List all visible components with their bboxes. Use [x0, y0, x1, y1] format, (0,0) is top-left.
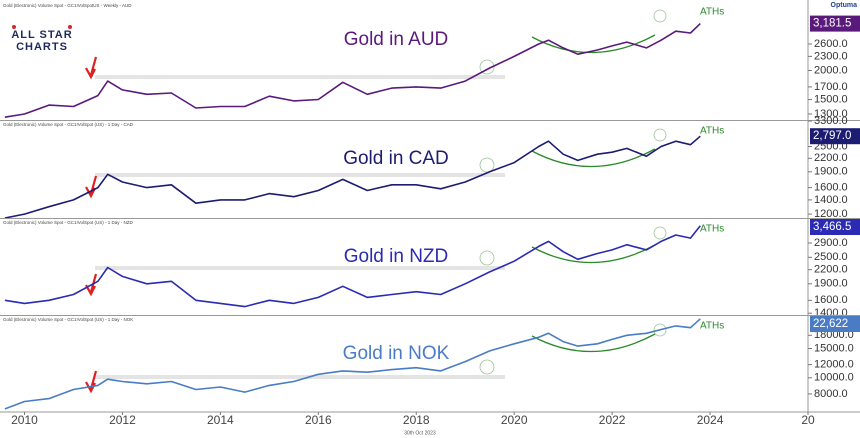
y-tick-label: 12000.0 [814, 359, 854, 371]
breakout-circle [479, 359, 495, 375]
annotation: ATHs [700, 7, 724, 18]
consolidation-band [95, 173, 505, 177]
y-tick-label: 2900.0 [814, 237, 848, 249]
panel-title: Gold in AUD [344, 29, 449, 50]
last-value-label: 22,622 [813, 318, 848, 330]
footer: 30th Oct 2023 [404, 430, 436, 436]
annotation: ATHs [700, 321, 724, 332]
panel-title: Gold in CAD [343, 148, 449, 169]
y-tick-label: 1400.0 [814, 194, 848, 206]
panel-header: Gold (Electronic) Volume Spot - GC1!VolS… [3, 122, 134, 127]
breakout-circle [479, 59, 495, 75]
last-value-box [810, 219, 860, 235]
y-tick-label: 2500.0 [814, 251, 848, 263]
y-tick-label: 1200.0 [814, 208, 848, 220]
breakout-circle [653, 323, 667, 337]
panel-header: Gold (Electronic) Volume Spot - GC1!VolS… [3, 317, 133, 322]
last-value-box [810, 316, 860, 332]
breakout-circle [653, 9, 667, 23]
breakout-circle [653, 226, 667, 240]
consolidation-band [95, 75, 505, 79]
logo-line: CHARTS [16, 41, 68, 53]
breakout-circle [479, 157, 495, 173]
last-value-box [810, 128, 860, 145]
y-tick-label: 2600.0 [814, 38, 848, 50]
x-tick-label: 2016 [305, 413, 332, 427]
price-line [4, 23, 701, 118]
last-value-label: 2,797.0 [813, 130, 851, 142]
brand: Optuma [831, 2, 858, 9]
breakout-circle [479, 250, 495, 266]
y-tick-label: 8000.0 [814, 388, 848, 400]
price-line [4, 318, 701, 410]
logo: ALL STAR CHARTS [11, 25, 72, 53]
x-tick-label: 20 [801, 413, 815, 427]
y-tick-label: 1300.0 [814, 108, 848, 120]
y-tick-label: 1900.0 [814, 166, 848, 178]
consolidation-band [95, 266, 505, 270]
y-tick-label: 2000.0 [814, 64, 848, 76]
y-tick-label: 2300.0 [814, 50, 848, 62]
y-tick-label: 1600.0 [814, 182, 848, 194]
panel-title: Gold in NZD [344, 246, 449, 267]
annotation: ATHs [700, 126, 724, 137]
trend-arc [531, 333, 656, 353]
breakout-circle [653, 128, 667, 142]
consolidation-band [95, 375, 505, 379]
x-tick-label: 2022 [599, 413, 626, 427]
y-tick-label: 1700.0 [814, 81, 848, 93]
y-tick-label: 15000.0 [814, 342, 854, 354]
logo-star [12, 25, 16, 29]
y-tick-label: 1500.0 [814, 93, 848, 105]
y-tick-label: 18000.0 [814, 329, 854, 341]
y-tick-label: 1600.0 [814, 294, 848, 306]
last-value-label: 3,466.5 [813, 221, 851, 233]
last-value-label: 3,181.5 [813, 18, 851, 30]
last-value-box [810, 15, 860, 32]
y-tick-label: 10000.0 [814, 372, 854, 384]
annotation: ATHs [700, 224, 724, 235]
trend-arc [531, 148, 656, 168]
y-tick-label: 1900.0 [814, 278, 848, 290]
x-tick-label: 2018 [403, 413, 430, 427]
trend-arc [531, 244, 656, 264]
x-tick-label: 2024 [697, 413, 724, 427]
panel-title: Gold in NOK [343, 343, 450, 364]
price-line [4, 225, 701, 308]
y-tick-label: 2200.0 [814, 264, 848, 276]
trend-arc [531, 34, 656, 54]
x-tick-label: 2014 [207, 413, 234, 427]
price-line [4, 135, 701, 218]
arrow [85, 56, 98, 80]
panel-header: Gold (Electronic) Volume Spot - GC1!VolS… [3, 3, 132, 8]
y-tick-label: 3300.0 [814, 115, 848, 127]
x-tick-label: 2020 [501, 413, 528, 427]
x-tick-label: 2010 [11, 413, 38, 427]
panel-header: Gold (Electronic) Volume Spot - GC1!VolS… [3, 220, 134, 225]
x-tick-label: 2012 [109, 413, 136, 427]
y-tick-label: 2200.0 [814, 152, 848, 164]
logo-line: ALL STAR [11, 29, 72, 41]
logo-star [68, 25, 72, 29]
